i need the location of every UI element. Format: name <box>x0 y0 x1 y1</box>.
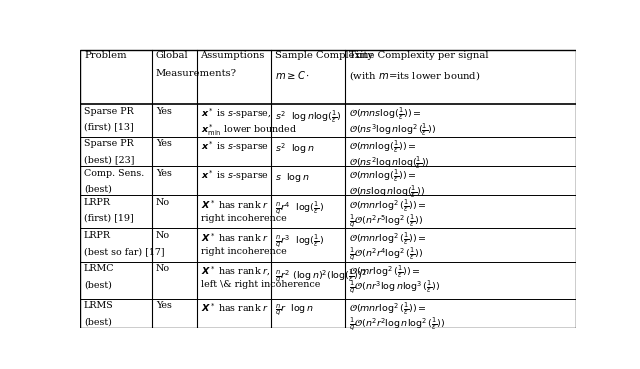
Text: $\frac{n}{q}r^2\ (\log n)^2(\log(\frac{1}{\epsilon}))^2$: $\frac{n}{q}r^2\ (\log n)^2(\log(\frac{1… <box>275 269 367 285</box>
Text: $\boldsymbol{x}^*$ is $s$-sparse: $\boldsymbol{x}^*$ is $s$-sparse <box>200 169 269 183</box>
Text: $s^2\ \ \log n$: $s^2\ \ \log n$ <box>275 141 314 156</box>
Text: (first) [13]: (first) [13] <box>84 123 134 131</box>
Text: $\mathcal{O}(mr\log^2(\frac{1}{\epsilon})) =$: $\mathcal{O}(mr\log^2(\frac{1}{\epsilon}… <box>349 265 421 280</box>
Text: $\boldsymbol{x}^*$ is $s$-sparse: $\boldsymbol{x}^*$ is $s$-sparse <box>200 139 269 154</box>
Text: $s\ \ \log n$: $s\ \ \log n$ <box>275 171 310 184</box>
Text: Time Complexity per signal: Time Complexity per signal <box>349 51 489 61</box>
Text: (with $m$=its lower bound): (with $m$=its lower bound) <box>349 69 481 82</box>
Text: $\mathcal{O}(ns \log n \log(\frac{1}{\epsilon}))$: $\mathcal{O}(ns \log n \log(\frac{1}{\ep… <box>349 184 425 200</box>
Text: $\mathcal{O}(mn\log(\frac{1}{\epsilon})) =$: $\mathcal{O}(mn\log(\frac{1}{\epsilon}))… <box>349 139 417 155</box>
Text: $\mathcal{O}(mnr\log^2(\frac{1}{\epsilon})) =$: $\mathcal{O}(mnr\log^2(\frac{1}{\epsilon… <box>349 301 427 317</box>
Text: Yes: Yes <box>156 107 172 116</box>
Text: $\boldsymbol{x}^*_{\mathrm{min}}$ lower bounded: $\boldsymbol{x}^*_{\mathrm{min}}$ lower … <box>200 123 296 138</box>
Text: $\boldsymbol{X}^*$ has rank $r$,: $\boldsymbol{X}^*$ has rank $r$, <box>200 265 270 278</box>
Text: (best): (best) <box>84 317 112 326</box>
Text: Yes: Yes <box>156 301 172 310</box>
Text: LRPR: LRPR <box>84 198 111 207</box>
Text: Yes: Yes <box>156 139 172 148</box>
Text: LRMS: LRMS <box>84 301 114 310</box>
Text: $\boldsymbol{X}^*$ has rank $r$: $\boldsymbol{X}^*$ has rank $r$ <box>200 301 269 314</box>
Text: (best so far) [17]: (best so far) [17] <box>84 247 164 256</box>
Text: $\boldsymbol{X}^*$ has rank $r$: $\boldsymbol{X}^*$ has rank $r$ <box>200 198 269 211</box>
Text: $\boldsymbol{x}^*$ is $s$-sparse,: $\boldsymbol{x}^*$ is $s$-sparse, <box>200 107 271 121</box>
Text: No: No <box>156 265 170 273</box>
Text: $m \geq C\cdot$: $m \geq C\cdot$ <box>275 69 310 81</box>
Text: $\mathcal{O}(mnr\log^2(\frac{1}{\epsilon})) =$: $\mathcal{O}(mnr\log^2(\frac{1}{\epsilon… <box>349 198 427 214</box>
Text: Sample Complexity: Sample Complexity <box>275 51 373 61</box>
Text: Assumptions: Assumptions <box>200 51 265 61</box>
Text: $\frac{1}{q}\mathcal{O}(n^2r^4\log^2(\frac{1}{\epsilon}))$: $\frac{1}{q}\mathcal{O}(n^2r^4\log^2(\fr… <box>349 247 424 263</box>
Text: (first) [19]: (first) [19] <box>84 214 134 223</box>
Text: $\mathcal{O}(ns^3 \log n \log^2(\frac{1}{\epsilon}))$: $\mathcal{O}(ns^3 \log n \log^2(\frac{1}… <box>349 123 436 138</box>
Text: $\frac{n}{q}r\ \ \log n$: $\frac{n}{q}r\ \ \log n$ <box>275 303 314 318</box>
Text: right incoherence: right incoherence <box>200 247 286 256</box>
Text: $\frac{n}{q}r^4\ \ \log(\frac{1}{\epsilon})$: $\frac{n}{q}r^4\ \ \log(\frac{1}{\epsilo… <box>275 201 324 217</box>
Text: $\frac{1}{q}\mathcal{O}(n^2r^2\log n\log^2(\frac{1}{\epsilon}))$: $\frac{1}{q}\mathcal{O}(n^2r^2\log n\log… <box>349 317 445 333</box>
Text: Global: Global <box>156 51 189 61</box>
Text: Problem: Problem <box>84 51 127 61</box>
Text: $s^2\ \ \log n \log(\frac{1}{\epsilon})$: $s^2\ \ \log n \log(\frac{1}{\epsilon})$ <box>275 110 342 125</box>
Text: $\frac{n}{q}r^3\ \ \log(\frac{1}{\epsilon})$: $\frac{n}{q}r^3\ \ \log(\frac{1}{\epsilo… <box>275 234 324 250</box>
Text: No: No <box>156 198 170 207</box>
Text: Sparse PR: Sparse PR <box>84 107 134 116</box>
Text: $\boldsymbol{X}^*$ has rank $r$: $\boldsymbol{X}^*$ has rank $r$ <box>200 231 269 244</box>
Text: $\frac{1}{q}\mathcal{O}(n^2r^5\log^2(\frac{1}{\epsilon}))$: $\frac{1}{q}\mathcal{O}(n^2r^5\log^2(\fr… <box>349 214 424 230</box>
Text: $\mathcal{O}(mnr\log^2(\frac{1}{\epsilon})) =$: $\mathcal{O}(mnr\log^2(\frac{1}{\epsilon… <box>349 231 427 247</box>
Text: $\mathcal{O}(mn\log(\frac{1}{\epsilon})) =$: $\mathcal{O}(mn\log(\frac{1}{\epsilon}))… <box>349 169 417 184</box>
Text: Yes: Yes <box>156 169 172 178</box>
Text: $\mathcal{O}(ns^2 \log n \log(\frac{1}{\epsilon}))$: $\mathcal{O}(ns^2 \log n \log(\frac{1}{\… <box>349 155 430 170</box>
Text: Measurements?: Measurements? <box>156 69 237 78</box>
Text: Sparse PR: Sparse PR <box>84 139 134 148</box>
Text: $\frac{1}{q}\mathcal{O}(nr^3\log n\log^3(\frac{1}{\epsilon}))$: $\frac{1}{q}\mathcal{O}(nr^3\log n\log^3… <box>349 280 441 296</box>
Text: (best): (best) <box>84 280 112 289</box>
Text: left \& right incoherence: left \& right incoherence <box>200 280 320 289</box>
Text: $\mathcal{O}(mns\log(\frac{1}{\epsilon})) =$: $\mathcal{O}(mns\log(\frac{1}{\epsilon})… <box>349 107 422 123</box>
Text: LRPR: LRPR <box>84 231 111 240</box>
Text: (best): (best) <box>84 184 112 193</box>
Text: No: No <box>156 231 170 240</box>
Text: LRMC: LRMC <box>84 265 115 273</box>
Text: (best) [23]: (best) [23] <box>84 155 134 164</box>
Text: right incoherence: right incoherence <box>200 214 286 223</box>
Text: Comp. Sens.: Comp. Sens. <box>84 169 144 178</box>
